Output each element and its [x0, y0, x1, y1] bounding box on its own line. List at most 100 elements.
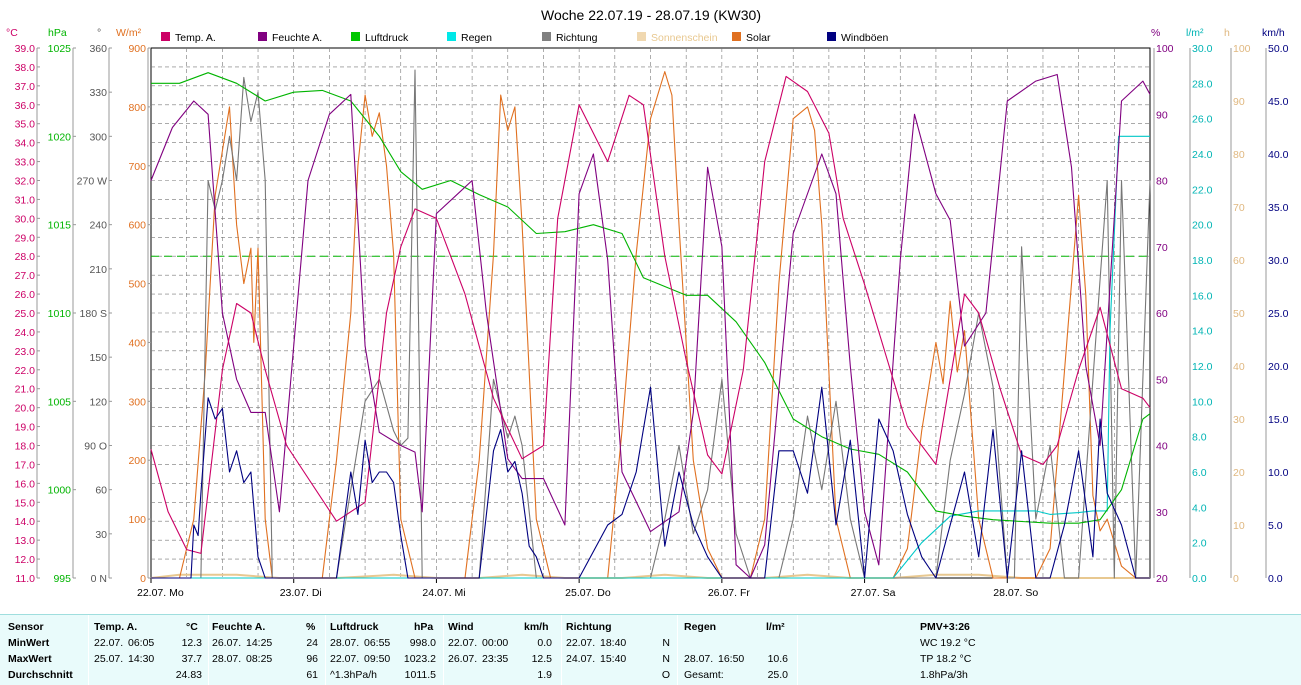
unit-label-rain: l/m² [1186, 27, 1204, 39]
tick-label-temp: 16.0 [15, 478, 36, 490]
temp-min-time: 06:05 [128, 637, 155, 649]
tick-label-humidity: 80 [1156, 176, 1168, 188]
dir-head: Richtung [566, 621, 612, 633]
tick-label-wind: 45.0 [1268, 96, 1289, 108]
series-richtung [151, 69, 1151, 579]
tick-label-humidity: 30 [1156, 507, 1168, 519]
hum-avg-value: 61 [306, 669, 318, 681]
tick-label-temp: 11.0 [15, 573, 35, 585]
series-layer [150, 69, 1151, 579]
tick-label-temp: 32.0 [15, 176, 36, 188]
tick-label-sunshine: 90 [1233, 96, 1245, 108]
unit-label-direction: ° [97, 27, 101, 39]
legend-swatch [637, 32, 646, 41]
legend-swatch [161, 32, 170, 41]
unit-label-wind: km/h [1262, 27, 1285, 39]
pmv-windchill: WC 19.2 °C [920, 637, 976, 649]
legend-label: Solar [746, 32, 771, 44]
tick-label-temp: 27.0 [15, 270, 36, 282]
dir-min-date: 22.07. [566, 637, 596, 649]
tick-label-temp: 37.0 [15, 81, 36, 93]
tick-label-rain: 26.0 [1192, 114, 1213, 126]
tick-label-wind: 15.0 [1268, 414, 1289, 426]
tick-label-rain: 4.0 [1192, 502, 1207, 514]
tick-label-sunshine: 20 [1233, 467, 1245, 479]
x-axis: 22.07. Mo 23.07. Di 24.07. Mi 25.07. Do 26.0… [137, 578, 1038, 599]
tick-label-direction: 30 [95, 529, 107, 541]
legend-swatch [732, 32, 741, 41]
x-tick-label: 26.07. Fr [708, 587, 751, 599]
legend-label: Feuchte A. [272, 32, 322, 44]
tick-label-rain: 20.0 [1192, 220, 1213, 232]
rain-total-value: 25.0 [767, 669, 788, 681]
legend-label: Sonnenschein [651, 32, 718, 44]
tick-label-temp: 28.0 [15, 251, 36, 263]
pmv-head: PMV+3:26 [920, 621, 970, 633]
unit-label-temp: °C [6, 27, 18, 39]
tick-label-temp: 25.0 [15, 308, 36, 320]
tick-label-pressure: 1020 [48, 131, 72, 143]
row-label-min: MinWert [8, 637, 50, 649]
tick-label-temp: 36.0 [15, 100, 36, 112]
legend-swatch [542, 32, 551, 41]
row-label-max: MaxWert [8, 653, 52, 665]
right-axes: 20304050607080901000.02.04.06.08.010.012… [1153, 43, 1289, 585]
tick-label-sunshine: 50 [1233, 308, 1245, 320]
rain-unit: l/m² [766, 621, 785, 633]
series-windböen [151, 386, 1150, 579]
press-min-value: 998.0 [409, 637, 436, 649]
tick-label-humidity: 20 [1156, 573, 1168, 585]
hum-min-date: 26.07. [212, 637, 242, 649]
tick-label-rain: 8.0 [1192, 432, 1207, 444]
wind-max-time: 23:35 [482, 653, 509, 665]
series-regen [151, 135, 1150, 579]
wind-min-time: 00:00 [482, 637, 509, 649]
tick-label-humidity: 60 [1156, 308, 1168, 320]
rain-max-time: 16:50 [718, 653, 745, 665]
tick-label-solar: 300 [128, 396, 146, 408]
tick-label-solar: 100 [128, 514, 146, 526]
hum-min-value: 24 [306, 637, 318, 649]
hum-max-time: 08:25 [246, 653, 273, 665]
tick-label-pressure: 1000 [48, 485, 72, 497]
hum-unit: % [306, 621, 316, 633]
legend-swatch [827, 32, 836, 41]
tick-label-temp: 21.0 [15, 384, 36, 396]
tick-label-rain: 30.0 [1192, 43, 1213, 55]
tick-label-direction: 180 S [80, 308, 107, 320]
tick-label-humidity: 100 [1156, 43, 1174, 55]
tick-label-direction: 270 W [77, 176, 107, 188]
tick-label-direction: 210 [89, 264, 107, 276]
tick-label-temp: 20.0 [15, 403, 36, 415]
rain-max-value: 10.6 [767, 653, 788, 665]
temp-max-time: 14:30 [128, 653, 155, 665]
press-max-value: 1023.2 [403, 653, 436, 665]
press-unit: hPa [414, 621, 434, 633]
axis-units: °C hPa ° W/m²% l/m² h km/h [6, 27, 1285, 39]
tick-label-direction: 330 [89, 87, 107, 99]
temp-min-value: 12.3 [181, 637, 202, 649]
chart-title: Woche 22.07.19 - 28.07.19 (KW30) [541, 7, 761, 23]
tick-label-pressure: 995 [53, 573, 71, 585]
tick-label-sunshine: 30 [1233, 414, 1245, 426]
tick-label-wind: 40.0 [1268, 149, 1289, 161]
press-min-time: 06:55 [364, 637, 391, 649]
tick-label-rain: 6.0 [1192, 467, 1207, 479]
series-temp-a [150, 75, 1151, 554]
tick-label-humidity: 40 [1156, 441, 1168, 453]
pmv-dewpoint: TP 18.2 °C [920, 653, 972, 665]
tick-label-solar: 600 [128, 220, 146, 232]
tick-label-sunshine: 60 [1233, 255, 1245, 267]
tick-label-rain: 18.0 [1192, 255, 1213, 267]
wind-unit: km/h [524, 621, 549, 633]
rain-total-label: Gesamt: [684, 669, 724, 681]
press-avg-value: 1011.5 [404, 669, 436, 681]
tick-label-temp: 13.0 [15, 535, 36, 547]
tick-label-rain: 2.0 [1192, 538, 1207, 550]
tick-label-pressure: 1025 [48, 43, 72, 55]
tick-label-temp: 35.0 [15, 119, 36, 131]
tick-label-humidity: 70 [1156, 242, 1168, 254]
x-tick-label: 22.07. Mo [137, 587, 184, 599]
tick-label-pressure: 1010 [48, 308, 72, 320]
